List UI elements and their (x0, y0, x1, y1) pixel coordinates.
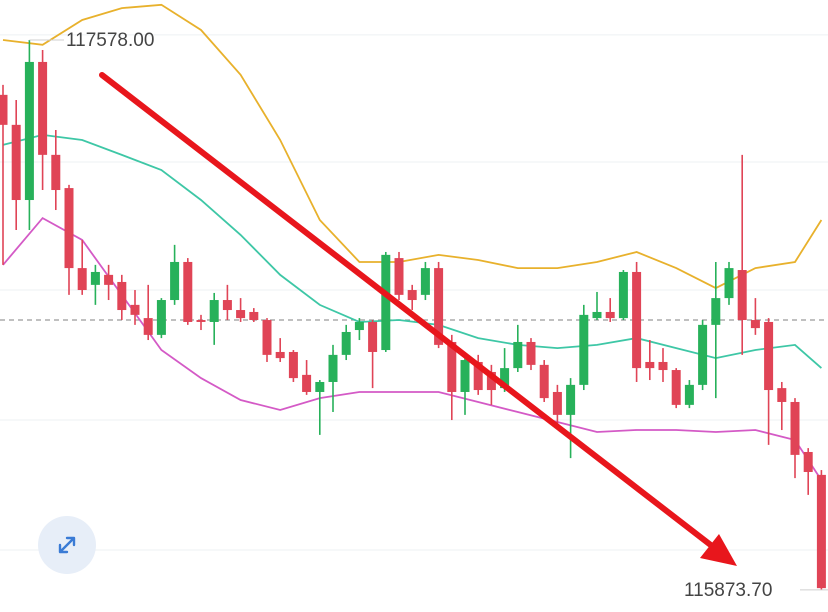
candle-body (724, 268, 734, 299)
candle-body (434, 268, 444, 345)
candle-body (394, 258, 404, 295)
candle-body (117, 281, 127, 311)
candle-body (632, 271, 642, 369)
candle-body (38, 61, 48, 155)
candle-body (764, 321, 774, 391)
max-price-label: 117578.00 (66, 30, 154, 51)
candle-body (486, 371, 496, 391)
candle-body (196, 320, 206, 322)
trend-arrow-head (700, 534, 737, 566)
candle-body (803, 451, 813, 472)
candle-body (156, 300, 166, 335)
candle-body (104, 274, 114, 285)
candle-body (618, 271, 628, 319)
candle-body (711, 298, 721, 325)
candle-body (407, 290, 417, 301)
candle-body (209, 300, 219, 322)
candle-body (262, 320, 272, 355)
candle-body (0, 94, 8, 125)
candle-body (90, 271, 100, 285)
candle-body (500, 368, 510, 389)
candle-body (130, 304, 140, 315)
band-line (2, 3, 823, 290)
candle-body (592, 311, 602, 319)
candle-body (64, 188, 74, 269)
candle-body (236, 310, 246, 319)
candle-body (302, 374, 312, 392)
candle-body (275, 351, 285, 359)
candle-body (566, 384, 576, 415)
candle-body (579, 314, 589, 385)
candle-body (183, 261, 193, 322)
labels: 117578.00 115873.70 (29, 30, 828, 601)
candle-body (473, 361, 483, 391)
candle-body (552, 391, 562, 415)
candle-body (328, 354, 338, 382)
band-line (2, 216, 823, 481)
candle-body (750, 320, 760, 329)
overlay (99, 72, 737, 566)
candle-body (288, 351, 298, 379)
candle-body (605, 311, 615, 319)
expand-icon[interactable] (58, 536, 76, 554)
candle-body (671, 370, 681, 405)
candle-body (447, 341, 457, 392)
candles (0, 40, 826, 590)
candle-body (249, 311, 259, 321)
candle-body (341, 331, 351, 355)
candle-body (24, 61, 34, 201)
candle-body (645, 361, 655, 369)
candle-body (790, 401, 800, 455)
candle-body (381, 254, 391, 351)
candle-body (460, 360, 470, 392)
candle-body (684, 384, 694, 405)
candle-body (170, 261, 180, 301)
candle-body (777, 388, 787, 402)
min-price-label: 115873.70 (684, 580, 772, 601)
candle-body (420, 268, 430, 295)
expand-button[interactable] (38, 516, 96, 574)
candle-body (368, 321, 378, 352)
candle-body (816, 474, 826, 589)
candle-body (77, 268, 87, 291)
candle-body (354, 321, 364, 331)
candle-body (315, 381, 325, 392)
candle-body (11, 124, 21, 201)
candle-body (539, 364, 549, 399)
candle-body (737, 270, 747, 321)
trend-arrow-shaft (99, 72, 715, 549)
candle-body (698, 324, 708, 385)
candle-body (513, 341, 523, 369)
candle-body (143, 318, 153, 335)
candle-body (222, 300, 232, 311)
candle-body (526, 341, 536, 365)
candle-body (51, 154, 61, 191)
candle-body (658, 361, 668, 371)
